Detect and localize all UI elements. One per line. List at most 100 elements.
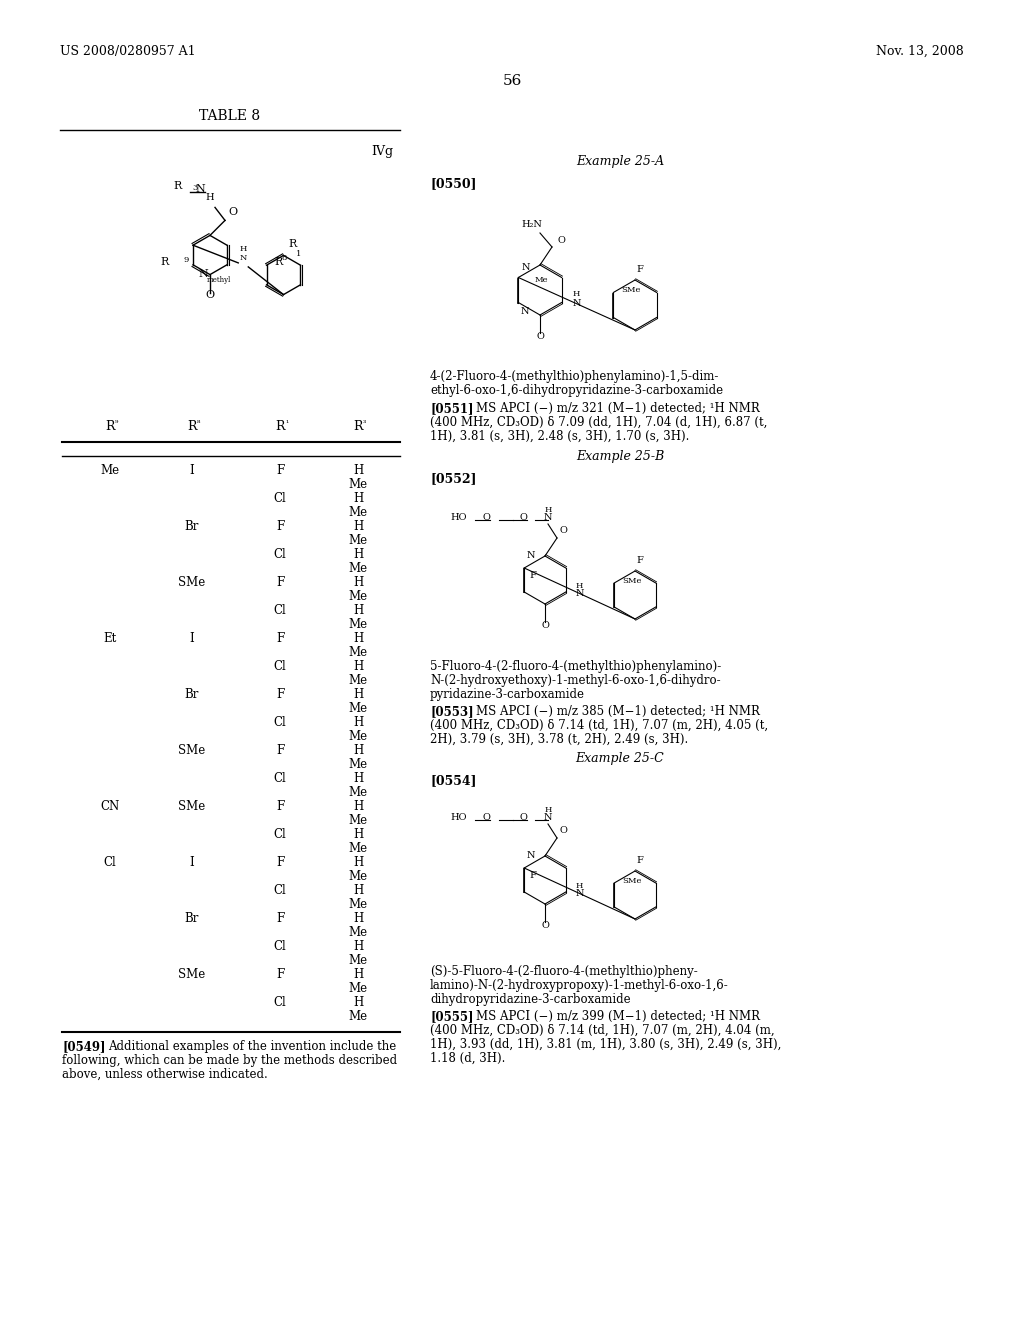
Text: ⁸: ⁸: [197, 420, 201, 428]
Text: following, which can be made by the methods described: following, which can be made by the meth…: [62, 1053, 397, 1067]
Text: [0555]: [0555]: [430, 1010, 473, 1023]
Text: Et: Et: [103, 631, 117, 644]
Text: MS APCI (−) m/z 321 (M−1) detected; ¹H NMR: MS APCI (−) m/z 321 (M−1) detected; ¹H N…: [476, 403, 760, 414]
Text: I: I: [189, 855, 195, 869]
Text: O: O: [541, 620, 549, 630]
Text: [0554]: [0554]: [430, 774, 476, 787]
Text: O: O: [206, 289, 215, 300]
Text: 4-(2-Fluoro-4-(methylthio)phenylamino)-1,5-dim-: 4-(2-Fluoro-4-(methylthio)phenylamino)-1…: [430, 370, 720, 383]
Text: F: F: [275, 855, 284, 869]
Text: H: H: [545, 506, 552, 513]
Text: ¹: ¹: [285, 420, 288, 428]
Text: O: O: [228, 207, 238, 218]
Text: Example 25-C: Example 25-C: [575, 752, 665, 766]
Text: F: F: [529, 871, 537, 880]
Text: F: F: [275, 968, 284, 981]
Text: Cl: Cl: [273, 715, 287, 729]
Text: [0551]: [0551]: [430, 403, 473, 414]
Text: Me: Me: [348, 561, 368, 574]
Text: Me: Me: [348, 701, 368, 714]
Text: Me: Me: [348, 618, 368, 631]
Text: Me: Me: [348, 478, 368, 491]
Text: Br: Br: [184, 688, 200, 701]
Text: SMe: SMe: [623, 876, 642, 884]
Text: 1.18 (d, 3H).: 1.18 (d, 3H).: [430, 1052, 506, 1065]
Text: H: H: [353, 491, 364, 504]
Text: H: H: [353, 463, 364, 477]
Text: F: F: [275, 463, 284, 477]
Text: Cl: Cl: [273, 771, 287, 784]
Text: Additional examples of the invention include the: Additional examples of the invention inc…: [108, 1040, 396, 1053]
Text: N: N: [575, 590, 584, 598]
Text: IVg: IVg: [371, 145, 393, 158]
Text: 8: 8: [282, 255, 287, 263]
Text: Cl: Cl: [273, 883, 287, 896]
Text: dihydropyridazine-3-carboxamide: dihydropyridazine-3-carboxamide: [430, 993, 631, 1006]
Text: N: N: [196, 185, 205, 194]
Text: N: N: [526, 550, 535, 560]
Text: R: R: [274, 257, 283, 267]
Text: above, unless otherwise indicated.: above, unless otherwise indicated.: [62, 1068, 267, 1081]
Text: H: H: [353, 912, 364, 924]
Text: Me: Me: [348, 925, 368, 939]
Text: F: F: [529, 572, 537, 579]
Text: O: O: [558, 236, 566, 246]
Text: N: N: [572, 298, 581, 308]
Text: 1H), 3.81 (s, 3H), 2.48 (s, 3H), 1.70 (s, 3H).: 1H), 3.81 (s, 3H), 2.48 (s, 3H), 1.70 (s…: [430, 430, 689, 444]
Text: (400 MHz, CD₃OD) δ 7.14 (td, 1H), 7.07 (m, 2H), 4.04 (m,: (400 MHz, CD₃OD) δ 7.14 (td, 1H), 7.07 (…: [430, 1024, 774, 1038]
Text: [0552]: [0552]: [430, 473, 476, 484]
Text: N: N: [521, 263, 530, 272]
Text: O: O: [536, 333, 544, 341]
Text: H: H: [353, 603, 364, 616]
Text: H: H: [353, 715, 364, 729]
Text: F: F: [275, 800, 284, 813]
Text: H: H: [353, 688, 364, 701]
Text: MS APCI (−) m/z 399 (M−1) detected; ¹H NMR: MS APCI (−) m/z 399 (M−1) detected; ¹H N…: [476, 1010, 760, 1023]
Text: Me: Me: [535, 276, 549, 284]
Text: lamino)-N-(2-hydroxypropoxy)-1-methyl-6-oxo-1,6-: lamino)-N-(2-hydroxypropoxy)-1-methyl-6-…: [430, 979, 729, 993]
Text: 5-Fluoro-4-(2-fluoro-4-(methylthio)phenylamino)-: 5-Fluoro-4-(2-fluoro-4-(methylthio)pheny…: [430, 660, 721, 673]
Text: N: N: [526, 851, 535, 861]
Text: Cl: Cl: [273, 660, 287, 672]
Text: H: H: [353, 743, 364, 756]
Text: [0553]: [0553]: [430, 705, 474, 718]
Text: Me: Me: [348, 506, 368, 519]
Text: N: N: [520, 308, 528, 317]
Text: Br: Br: [184, 912, 200, 924]
Text: SMe: SMe: [178, 576, 206, 589]
Text: Cl: Cl: [273, 603, 287, 616]
Text: H: H: [353, 631, 364, 644]
Text: R: R: [187, 420, 197, 433]
Text: Me: Me: [348, 785, 368, 799]
Text: F: F: [637, 556, 643, 565]
Text: O: O: [482, 813, 490, 822]
Text: I: I: [189, 631, 195, 644]
Text: HO: HO: [451, 813, 467, 822]
Text: F: F: [275, 912, 284, 924]
Text: Example 25-A: Example 25-A: [575, 154, 664, 168]
Text: H: H: [353, 968, 364, 981]
Text: (S)-5-Fluoro-4-(2-fluoro-4-(methylthio)pheny-: (S)-5-Fluoro-4-(2-fluoro-4-(methylthio)p…: [430, 965, 697, 978]
Text: 9: 9: [183, 256, 188, 264]
Text: O: O: [519, 813, 527, 822]
Text: H: H: [206, 194, 214, 202]
Text: F: F: [637, 265, 643, 275]
Text: F: F: [275, 743, 284, 756]
Text: Example 25-B: Example 25-B: [575, 450, 665, 463]
Text: Cl: Cl: [273, 491, 287, 504]
Text: methyl: methyl: [207, 276, 231, 284]
Text: Br: Br: [184, 520, 200, 532]
Text: H: H: [353, 828, 364, 841]
Text: F: F: [275, 576, 284, 589]
Text: Me: Me: [348, 645, 368, 659]
Text: H: H: [353, 771, 364, 784]
Text: H
N: H N: [240, 244, 247, 261]
Text: H: H: [575, 582, 584, 590]
Text: H₂N: H₂N: [521, 220, 543, 228]
Text: MS APCI (−) m/z 385 (M−1) detected; ¹H NMR: MS APCI (−) m/z 385 (M−1) detected; ¹H N…: [476, 705, 760, 718]
Text: H: H: [353, 855, 364, 869]
Text: Me: Me: [348, 673, 368, 686]
Text: Me: Me: [348, 870, 368, 883]
Text: Me: Me: [348, 953, 368, 966]
Text: R: R: [289, 239, 297, 249]
